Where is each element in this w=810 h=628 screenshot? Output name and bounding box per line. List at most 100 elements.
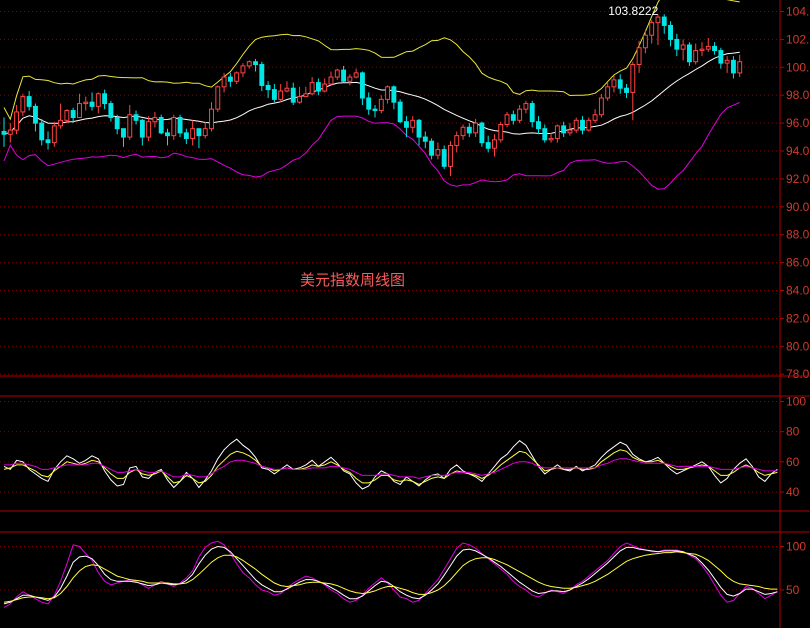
candle-body-down: [253, 61, 258, 66]
candle-body-up: [705, 45, 711, 50]
candle: [95, 92, 101, 114]
candle: [152, 111, 158, 128]
candle: [705, 38, 711, 52]
candle: [410, 116, 416, 133]
candle-body-up: [410, 119, 416, 128]
candle: [102, 89, 108, 110]
price-tick-label: 100.0: [786, 60, 810, 74]
candle-body-down: [730, 59, 736, 74]
candle: [492, 134, 497, 157]
candle: [403, 116, 409, 138]
candle: [724, 56, 730, 73]
candle: [114, 114, 120, 135]
candle: [328, 71, 334, 86]
candle-body-down: [89, 101, 95, 107]
price-axis-ticks: 104.0 102.0 100.0 98.0 96.0 94.0 92.0 90.0 88.0 8…: [780, 5, 810, 381]
candle: [642, 29, 648, 54]
candle-body-down: [183, 132, 189, 139]
candle-body-up: [504, 114, 510, 125]
candle-body-up: [435, 149, 441, 156]
candle: [158, 114, 164, 135]
candle: [322, 78, 328, 93]
candle-body-up: [592, 114, 598, 121]
candle-body-down: [271, 89, 277, 100]
candle: [385, 85, 391, 104]
oscillator-2-axis-ticks: 100 50: [780, 540, 806, 597]
candle: [334, 68, 340, 80]
candle: [460, 124, 466, 140]
candle-body-up: [598, 97, 604, 116]
candle: [353, 68, 359, 79]
candle-body-down: [661, 16, 667, 26]
candle-body-down: [108, 103, 114, 119]
candle-body-up: [278, 90, 284, 100]
candle-body-up: [554, 125, 560, 139]
candle-body-down: [265, 84, 271, 91]
oscillator-tick-label: 60: [786, 455, 800, 469]
candle-body-down: [624, 87, 629, 93]
candle-body-up: [284, 87, 290, 92]
candle-body-up: [190, 128, 196, 139]
oscillator-tick-label: 50: [786, 583, 800, 597]
candle-body-down: [227, 76, 233, 82]
candle-body-up: [221, 76, 227, 88]
candle-body-up: [573, 119, 579, 131]
candle-body-up: [7, 129, 13, 135]
candle: [177, 114, 183, 138]
candle: [121, 128, 126, 147]
candle-body-down: [158, 117, 164, 134]
candle-body-down: [290, 87, 296, 103]
candle-body-up: [58, 119, 64, 127]
candle-body-down: [102, 93, 108, 105]
candle-body-up: [473, 122, 479, 134]
candle: [215, 85, 221, 112]
candle-body-down: [121, 128, 126, 138]
candle-body-down: [26, 96, 32, 107]
candle: [89, 92, 95, 111]
candle: [391, 85, 397, 110]
candle: [278, 84, 284, 103]
candle-body-down: [580, 119, 585, 131]
oscillator-line-yellow: [3, 551, 778, 603]
candle-body-up: [378, 98, 384, 112]
candle-body-up: [297, 96, 302, 103]
candle-body-up: [309, 82, 315, 95]
candle-body-up: [680, 44, 686, 50]
candle: [366, 92, 372, 115]
candle-body-up: [64, 110, 70, 121]
candle: [290, 82, 296, 105]
candle: [146, 116, 152, 142]
candle: [504, 111, 510, 128]
candle-body-down: [341, 69, 347, 82]
candle-body-up: [517, 108, 523, 121]
oscillator-tick-label: 100: [786, 540, 806, 554]
candle-body-up: [636, 47, 642, 66]
candle-body-down: [668, 24, 673, 40]
candle-body-down: [391, 86, 397, 103]
candle: [64, 109, 70, 124]
candle-body-up: [202, 128, 208, 137]
candle-body-down: [397, 101, 403, 123]
candle: [372, 104, 378, 118]
candle-body-up: [328, 76, 334, 85]
candle: [39, 118, 45, 146]
candle: [548, 132, 554, 143]
candle-body-up: [334, 69, 340, 78]
oscillator-panel-2: 100 50: [0, 540, 806, 608]
candle-body-down: [39, 122, 45, 141]
candle: [315, 78, 321, 96]
candle-body-down: [429, 140, 435, 156]
candle: [20, 93, 26, 117]
chart-title: 美元指数周线图: [300, 271, 405, 289]
candle: [253, 58, 258, 72]
candle: [108, 100, 114, 122]
price-tick-label: 88.0: [786, 228, 810, 242]
candle-body-down: [359, 72, 365, 99]
candle: [517, 104, 523, 124]
candle: [221, 72, 227, 93]
candle-body-down: [536, 121, 541, 130]
candle: [32, 103, 38, 132]
candle-body-down: [510, 114, 516, 121]
candle-body-down: [114, 117, 120, 130]
candle-body-up: [460, 126, 466, 137]
